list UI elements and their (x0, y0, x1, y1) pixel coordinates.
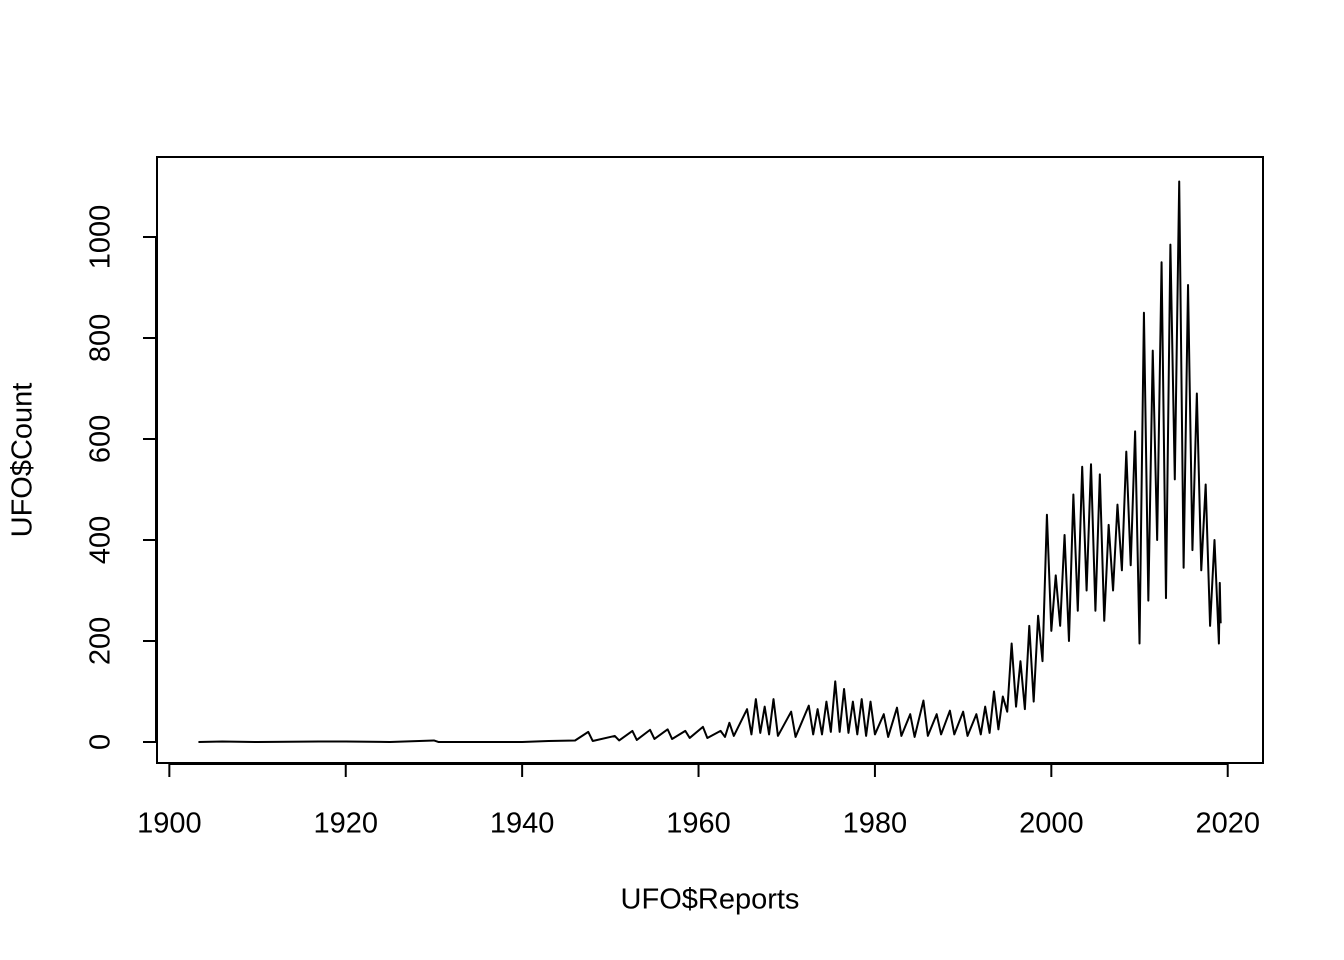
plot-box (156, 156, 1264, 764)
x-tick-label: 1940 (490, 808, 555, 840)
x-tick-label: 1960 (666, 808, 731, 840)
y-axis-label: UFO$Count (7, 383, 39, 538)
x-axis-label: UFO$Reports (621, 884, 800, 916)
y-tick-label: 400 (85, 516, 117, 564)
x-tick-label: 2000 (1019, 808, 1084, 840)
x-tick-label: 1980 (843, 808, 908, 840)
x-tick-label: 1900 (137, 808, 202, 840)
x-tick-label: 1920 (313, 808, 378, 840)
y-tick-label: 0 (85, 734, 117, 750)
y-tick-label: 1000 (85, 205, 117, 270)
y-tick-label: 600 (85, 415, 117, 463)
data-line (198, 180, 1222, 743)
y-tick-label: 800 (85, 314, 117, 362)
y-tick-label: 200 (85, 617, 117, 665)
x-tick-label: 2020 (1195, 808, 1260, 840)
